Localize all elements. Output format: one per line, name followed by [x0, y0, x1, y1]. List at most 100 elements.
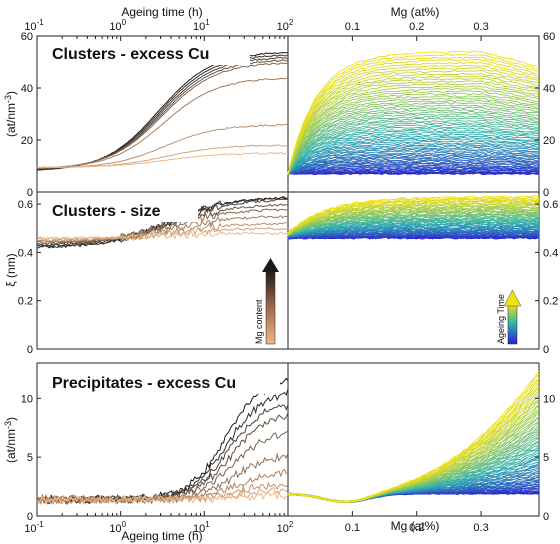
- time-series-line: [36, 412, 289, 505]
- time-series-line: [36, 377, 289, 505]
- ageing-time-arrowhead: [503, 289, 522, 307]
- time-series-line: [36, 144, 289, 169]
- mg-series-line: [287, 67, 540, 174]
- panel2-title: Clusters - size: [52, 203, 161, 220]
- mg-tick-label: 0.3: [473, 522, 488, 534]
- mg-series-line: [287, 102, 539, 175]
- ytick-left-label: 0.2: [18, 296, 33, 308]
- mg-ticks-top: 0.1 0.2 0.3: [345, 21, 489, 41]
- mg-series-line: [287, 80, 540, 175]
- mg-content-label: Mg content: [254, 299, 264, 344]
- mg-series-line: [287, 56, 540, 174]
- mg-tick-label: 0.1: [345, 21, 360, 33]
- time-tick-label: 10-1: [24, 520, 44, 535]
- mg-series-line: [287, 222, 540, 237]
- mg-series-line: [287, 167, 540, 174]
- mg-series-line: [287, 168, 540, 174]
- ytick-left-label: 20: [21, 135, 33, 147]
- mg-series-line: [287, 151, 540, 174]
- time-series-line: [36, 490, 289, 506]
- ytick-right-label: 0: [543, 344, 549, 356]
- ytick-left-label: 0: [27, 511, 33, 523]
- mg-series-line: [287, 234, 540, 239]
- time-series-line: [36, 203, 289, 246]
- mg-series-line: [287, 201, 540, 234]
- time-series-line: [36, 151, 289, 168]
- panel1-mg-lines: [287, 50, 540, 176]
- mg-series-line: [287, 170, 539, 175]
- top-xlabel-left: Ageing time (h): [121, 5, 202, 19]
- mg-series-line: [287, 83, 540, 175]
- mg-series-line: [287, 92, 540, 175]
- time-series-line: [36, 227, 289, 241]
- panel1-time-lines: [36, 51, 289, 171]
- mg-tick-label: 0.1: [345, 522, 360, 534]
- bottom-xlabel-left: Ageing time (h): [121, 529, 202, 543]
- ytick-right-label: 40: [543, 83, 555, 95]
- ytick-left-label: 60: [21, 31, 33, 43]
- mg-ticks-bottom: 0.1 0.2 0.3: [345, 511, 489, 534]
- mg-series-line: [287, 50, 540, 175]
- mg-series-line: [287, 140, 540, 174]
- time-series-line: [36, 59, 288, 170]
- mg-series-line: [287, 125, 540, 174]
- mg-series-line: [287, 155, 540, 175]
- panel1-ylabel: (at/nm-3): [3, 91, 18, 137]
- mg-series-line: [287, 153, 540, 175]
- panel3-yticks: 0 0 5 5 10 10: [21, 393, 556, 523]
- mg-series-line: [287, 160, 540, 175]
- mg-series-line: [287, 106, 540, 175]
- mg-content-colorbar: [265, 269, 276, 345]
- mg-series-line: [287, 158, 540, 175]
- mg-series-line: [287, 215, 540, 235]
- panel-precipitates-excess-cu: Precipitates - excess Cu 0 0 5 5 10 10 (at/nm…: [3, 362, 556, 523]
- mg-series-line: [287, 117, 540, 175]
- mg-series-line: [287, 232, 540, 238]
- time-series-line: [36, 431, 289, 505]
- mg-series-line: [287, 136, 540, 175]
- panel2-mg-lines: [287, 195, 540, 240]
- panel2-title-bg: [50, 198, 198, 222]
- mg-series-line: [287, 90, 540, 174]
- mg-series-line: [287, 121, 540, 174]
- mg-series-line: [287, 104, 540, 175]
- time-tick-label: 102: [277, 18, 294, 33]
- mg-series-line: [287, 97, 540, 174]
- time-tick-label: 102: [277, 520, 294, 535]
- ytick-right-label: 10: [543, 393, 555, 405]
- mg-tick-label: 0.3: [473, 21, 488, 33]
- mg-content-arrowhead: [262, 258, 279, 272]
- mg-series-line: [287, 129, 540, 174]
- mg-series-line: [287, 85, 540, 175]
- mg-series-line: [287, 143, 540, 175]
- ytick-right-label: 60: [543, 31, 555, 43]
- mg-series-line: [287, 373, 540, 503]
- ytick-left-label: 5: [27, 452, 33, 464]
- panel1-title-bg: [50, 41, 250, 65]
- mg-series-line: [287, 64, 540, 175]
- time-series-line: [36, 198, 289, 247]
- mg-series-line: [287, 145, 540, 174]
- mg-series-line: [287, 163, 540, 174]
- time-series-line: [36, 215, 289, 244]
- ytick-left-label: 10: [21, 393, 33, 405]
- mg-series-line: [287, 204, 539, 234]
- mg-series-line: [287, 119, 540, 175]
- mg-series-line: [287, 154, 540, 175]
- mg-series-line: [287, 142, 540, 174]
- time-tick-label: 10-1: [24, 18, 44, 33]
- mg-series-line: [287, 150, 540, 175]
- mg-series-line: [287, 370, 540, 503]
- mg-series-line: [287, 111, 540, 175]
- mg-series-line: [287, 72, 539, 175]
- mg-series-line: [287, 108, 540, 174]
- panel-clusters-size: Clusters - size 0 0 0.2 0.2 0.4 0.4 0.6 0.6 ξ (…: [4, 191, 559, 356]
- panel3-title-bg: [50, 370, 280, 394]
- mg-series-line: [287, 70, 540, 174]
- panel1-yticks: 0 0 20 20 40 40 60 60: [21, 31, 556, 199]
- mg-series-line: [287, 59, 540, 174]
- mg-series-line: [287, 77, 540, 174]
- panel2-yticks: 0 0 0.2 0.2 0.4 0.4 0.6 0.6: [18, 199, 559, 356]
- mg-series-line: [287, 133, 540, 174]
